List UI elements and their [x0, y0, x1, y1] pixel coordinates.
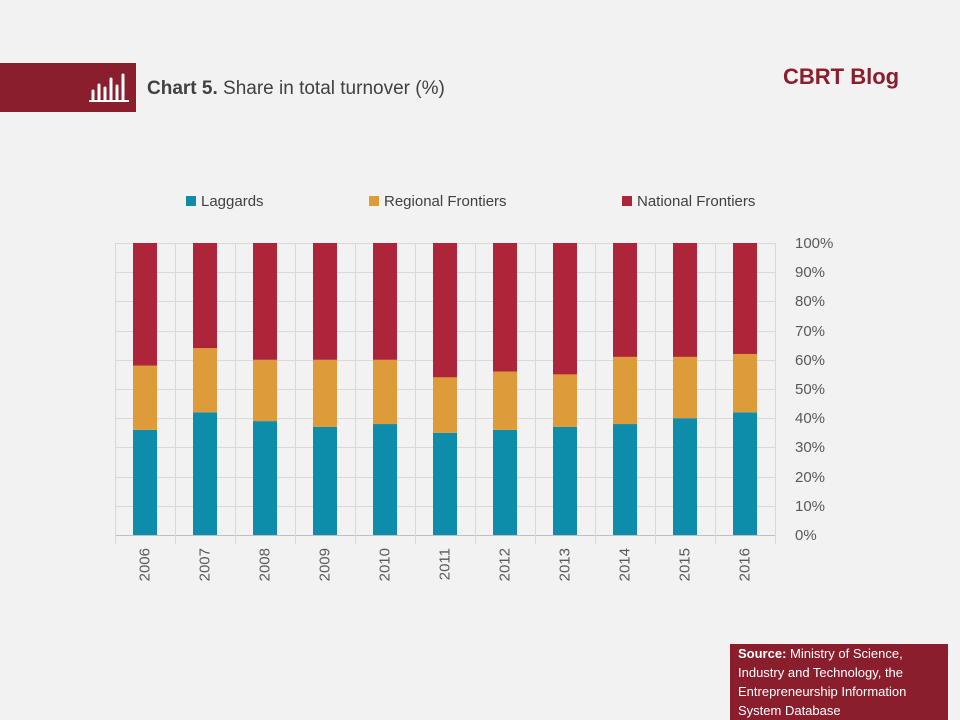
bar-regional-frontiers-2011 [433, 377, 457, 433]
bar-laggards-2011 [433, 432, 457, 535]
bar-regional-frontiers-2006 [133, 365, 157, 430]
chart-title-text: Share in total turnover (%) [223, 78, 445, 99]
bar-national-frontiers-2012 [493, 243, 517, 372]
y-tick-label: 10% [795, 498, 825, 515]
bar-laggards-2016 [733, 412, 757, 535]
bar-national-frontiers-2009 [313, 243, 337, 360]
bar-laggards-2009 [313, 426, 337, 535]
x-tick-label: 2009 [317, 548, 334, 581]
bar-national-frontiers-2010 [373, 243, 397, 360]
bar-national-frontiers-2015 [673, 243, 697, 357]
y-tick-label: 50% [795, 381, 825, 398]
x-tick-label: 2014 [617, 548, 634, 581]
x-tick-label: 2008 [257, 548, 274, 581]
bar-regional-frontiers-2008 [253, 359, 277, 422]
bar-national-frontiers-2006 [133, 243, 157, 366]
y-tick-label: 60% [795, 352, 825, 369]
bar-national-frontiers-2008 [253, 243, 277, 360]
bar-laggards-2015 [673, 418, 697, 535]
y-tick-label: 20% [795, 469, 825, 486]
bar-laggards-2010 [373, 424, 397, 535]
y-tick-label: 90% [795, 264, 825, 281]
legend-swatch [622, 196, 632, 206]
y-tick-label: 80% [795, 293, 825, 310]
x-tick-label: 2006 [137, 548, 154, 581]
legend-label: Regional Frontiers [384, 192, 507, 210]
source-label: Source: [738, 646, 787, 661]
x-tick-label: 2016 [737, 548, 754, 581]
y-tick-label: 70% [795, 323, 825, 340]
y-tick-label: 0% [795, 527, 817, 544]
chart-title: Chart 5. Share in total turnover (%) [147, 78, 445, 100]
legend-label: Laggards [201, 192, 264, 210]
x-tick-label: 2011 [437, 548, 454, 580]
y-tick-label: 100% [795, 235, 833, 252]
legend-item-national-frontiers: National Frontiers [622, 190, 755, 212]
bar-laggards-2008 [253, 421, 277, 535]
x-tick-label: 2010 [377, 548, 394, 581]
chart-number-label: Chart 5. [147, 78, 218, 99]
stacked-bar-chart: 0% 10% 20% 30% 40% 50% 60% 70% 80% 90% 100% 2006 200… [115, 235, 833, 581]
bar-chart-icon [89, 73, 129, 102]
x-tick-label: 2013 [557, 548, 574, 581]
bar-regional-frontiers-2013 [553, 374, 577, 427]
x-tick-label: 2007 [197, 548, 214, 581]
brand-title: CBRT Blog [783, 64, 900, 89]
legend-swatch [186, 196, 196, 206]
legend-item-laggards: Laggards [186, 190, 264, 212]
bar-regional-frontiers-2016 [733, 353, 757, 413]
bar-laggards-2014 [613, 424, 637, 535]
legend-swatch [369, 196, 379, 206]
x-tick-label: 2015 [677, 548, 694, 581]
bar-laggards-2013 [553, 426, 577, 535]
bar-national-frontiers-2013 [553, 243, 577, 375]
bar-regional-frontiers-2012 [493, 371, 517, 430]
bar-laggards-2006 [133, 429, 157, 535]
x-tick-label: 2012 [497, 548, 514, 581]
y-tick-label: 40% [795, 410, 825, 427]
bar-regional-frontiers-2015 [673, 356, 697, 419]
bar-national-frontiers-2016 [733, 243, 757, 354]
bar-national-frontiers-2011 [433, 243, 457, 378]
y-tick-label: 30% [795, 439, 825, 456]
bar-regional-frontiers-2009 [313, 359, 337, 427]
source-note: Source: Ministry of Science, Industry an… [730, 644, 948, 720]
source-text: Ministry of Science, Industry and Techno… [738, 646, 907, 718]
legend-label: National Frontiers [637, 192, 756, 210]
bar-national-frontiers-2007 [193, 243, 217, 349]
bar-regional-frontiers-2007 [193, 348, 217, 413]
bar-regional-frontiers-2014 [613, 356, 637, 425]
bar-regional-frontiers-2010 [373, 359, 397, 425]
bar-laggards-2012 [493, 429, 517, 535]
header-band [0, 63, 136, 112]
bar-national-frontiers-2014 [613, 243, 637, 357]
bar-laggards-2007 [193, 412, 217, 535]
legend-item-regional-frontiers: Regional Frontiers [369, 190, 507, 212]
